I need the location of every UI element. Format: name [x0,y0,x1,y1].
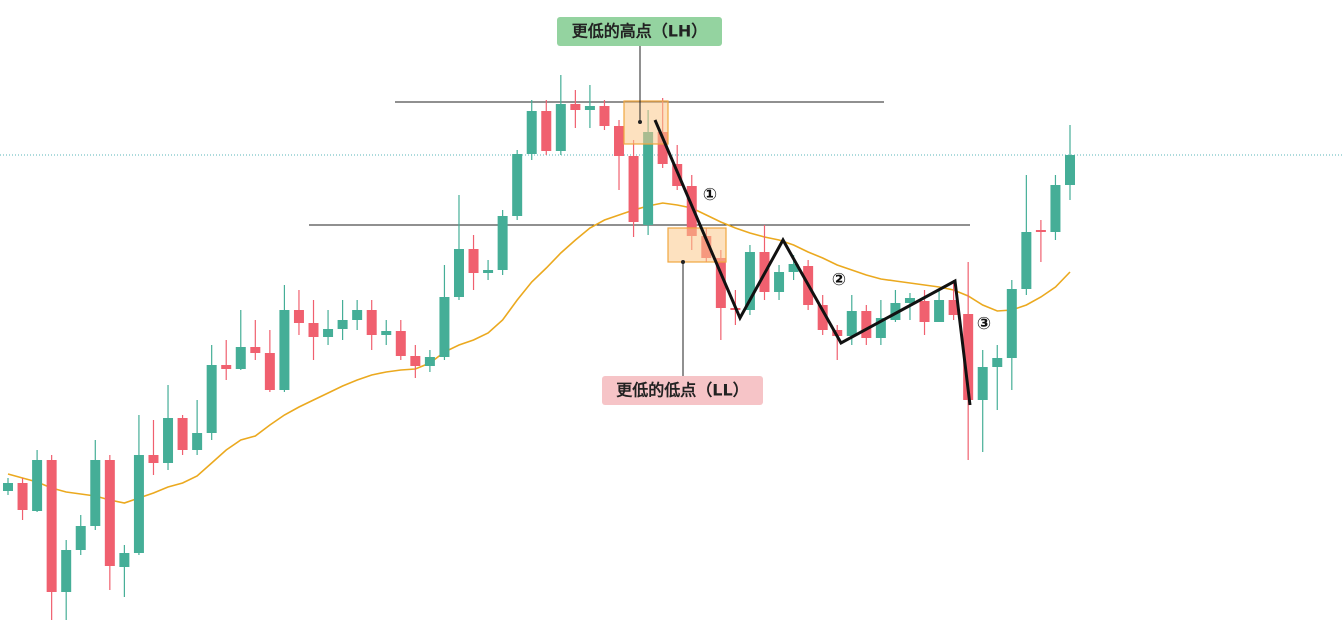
candle-body [643,132,654,225]
candle-body [468,249,479,273]
candle-body [1035,230,1046,232]
candle-body [308,323,319,337]
candle-body [32,460,43,511]
annotation: 更低的高点（LH） [572,22,708,41]
candle-body [293,310,304,323]
candle-body [424,357,435,366]
candle-body [279,310,290,390]
candle-body [628,156,639,222]
label-box [557,17,722,46]
candle-body [366,310,377,335]
candle-body [934,300,945,322]
candle-body [323,329,334,337]
candle-body [1050,185,1061,232]
candle-body [614,126,625,156]
callout-dot [638,120,642,124]
candle-body [133,455,144,553]
candle-body [875,318,886,338]
candle-body [497,216,508,270]
annotation: ② [832,270,846,290]
candle-body [599,106,610,126]
candle-body [570,104,581,110]
candle-body [686,186,697,236]
candle-body [235,347,246,369]
highlight-box [667,227,727,263]
candle-body [264,353,275,390]
candle-body [221,365,232,369]
candle-body [163,418,174,463]
candle-body [90,460,101,526]
candle-body [206,365,217,433]
candle-body [817,305,828,330]
candle-body [919,301,930,322]
candle-body [439,297,450,357]
candle-body [352,310,363,320]
annotation: ① [703,185,717,205]
candle-body [541,111,552,151]
candles [3,75,1075,620]
candle-body [715,258,726,308]
candle-body [846,311,857,336]
candle-body [948,300,959,315]
candle-body [904,298,915,303]
candle-body [75,526,86,550]
zigzag [653,119,972,406]
candle-body [61,550,72,592]
candle-body [555,104,566,151]
candle-body [890,303,901,320]
candle-body [512,154,523,216]
candle-body [453,249,464,297]
candle-body [104,460,115,566]
candle-body [337,320,348,329]
candle-body [46,460,57,592]
candle-body [1006,289,1017,358]
candle-body [17,483,28,510]
candle-body [1065,155,1075,185]
candle-body [861,311,872,338]
annotation: 更低的低点（LL） [616,381,748,400]
candle-body [992,358,1003,367]
annotation: ③ [977,314,991,334]
callout-dot [681,260,685,264]
candle-body [381,331,392,335]
candle-body [3,483,13,491]
candle-body [526,111,537,154]
candle-body [744,252,755,310]
candle-body [657,132,668,164]
candle-body [963,314,974,400]
candle-body [483,270,494,273]
candle-body [774,272,785,292]
candle-body [177,418,188,450]
candle-body [410,356,421,366]
candle-body [832,330,843,336]
candle-body [119,553,130,567]
label-box [602,376,763,405]
moving-average [7,202,1071,504]
candle-body [148,455,159,463]
candle-body [788,264,799,272]
candle-body [250,347,261,353]
candle-body [584,106,595,110]
candle-body [1021,232,1032,289]
candle-body [977,367,988,400]
candle-body [395,331,406,356]
candle-body [192,433,203,450]
